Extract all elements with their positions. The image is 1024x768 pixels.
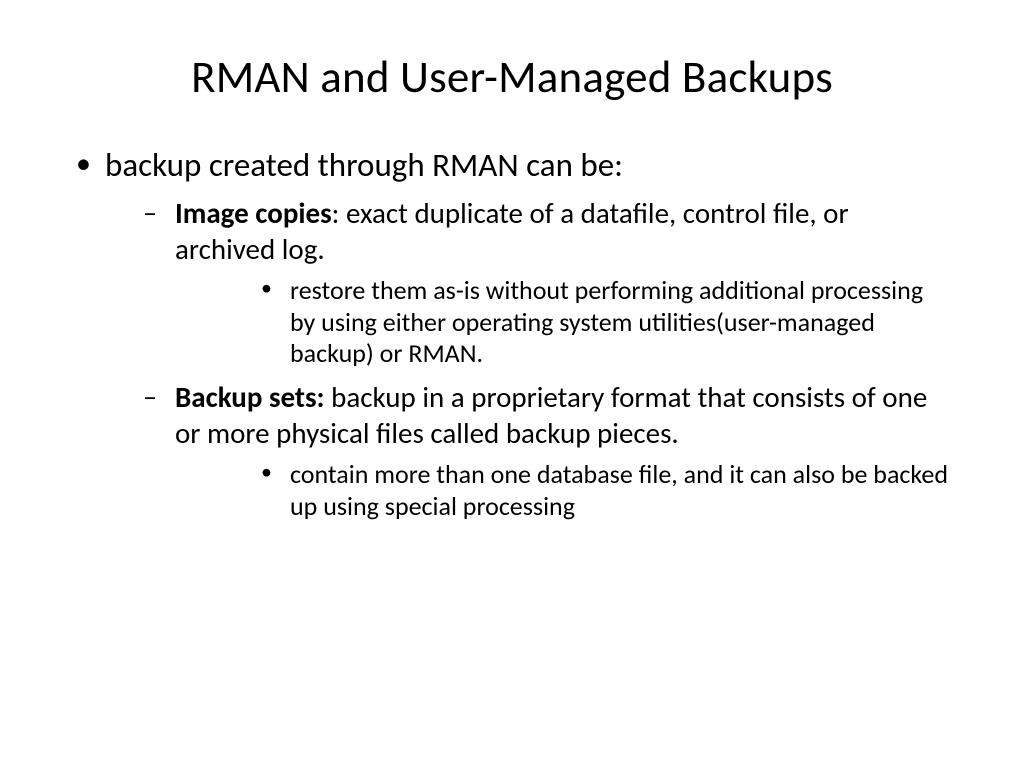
bullet-l3-text: contain more than one database file, and… [290,458,948,522]
bullet-l1-text: backup created through RMAN can be: [105,145,623,185]
bullet-l2-item: Image copies: exact duplicate of a dataf… [105,196,954,370]
bullet-list-level2: Image copies: exact duplicate of a dataf… [105,196,954,522]
bullet-list-level1: backup created through RMAN can be: Imag… [70,145,954,522]
bullet-list-level3: restore them as-is without performing ad… [175,275,954,370]
bullet-l2-bold: Backup sets: [175,379,325,415]
bullet-l2-bold: Image copies [175,195,332,231]
slide: RMAN and User-Managed Backups backup cre… [0,0,1024,768]
bullet-l1-item: backup created through RMAN can be: Imag… [70,145,954,522]
bullet-l3-text: restore them as-is without performing ad… [290,274,923,369]
bullet-l3-item: contain more than one database file, and… [175,459,954,522]
bullet-list-level3: contain more than one database file, and… [175,459,954,522]
bullet-l2-item: Backup sets: backup in a proprietary for… [105,380,954,522]
slide-title: RMAN and User-Managed Backups [70,50,954,105]
bullet-l3-item: restore them as-is without performing ad… [175,275,954,370]
